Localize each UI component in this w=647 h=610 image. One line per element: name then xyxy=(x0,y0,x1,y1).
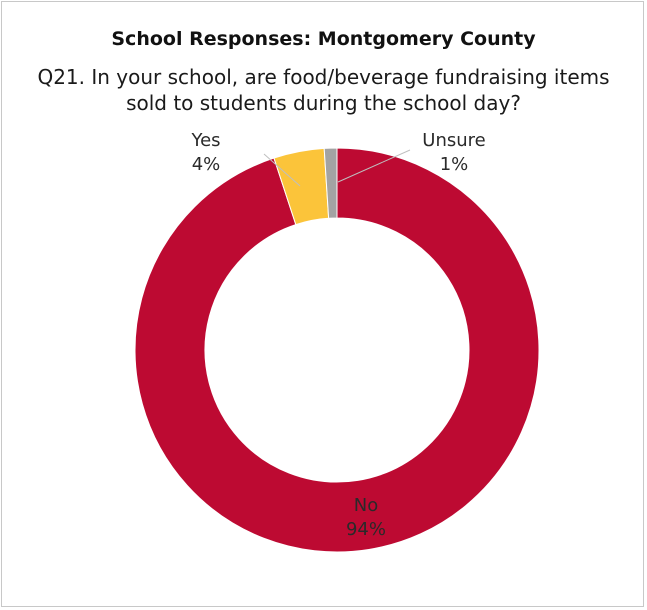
subtitle-line-1: Q21. In your school, are food/beverage f… xyxy=(37,65,610,89)
slice-label-yes: Yes xyxy=(190,130,220,151)
slice-value-yes: 4% xyxy=(192,154,221,175)
slice-no xyxy=(134,147,540,553)
slice-value-unsure: 1% xyxy=(440,154,469,175)
slice-value-no: 94% xyxy=(346,519,386,540)
slice-label-unsure: Unsure xyxy=(422,130,485,151)
slice-label-no: No xyxy=(354,495,378,516)
slice-unsure xyxy=(323,147,338,219)
chart-subtitle: Q21. In your school, are food/beverage f… xyxy=(0,64,647,116)
subtitle-line-2: sold to students during the school day? xyxy=(126,91,521,115)
chart-title: School Responses: Montgomery County xyxy=(111,28,536,50)
leader-line-unsure xyxy=(337,149,411,183)
leader-line-yes xyxy=(263,153,301,187)
donut-slices xyxy=(134,147,540,553)
